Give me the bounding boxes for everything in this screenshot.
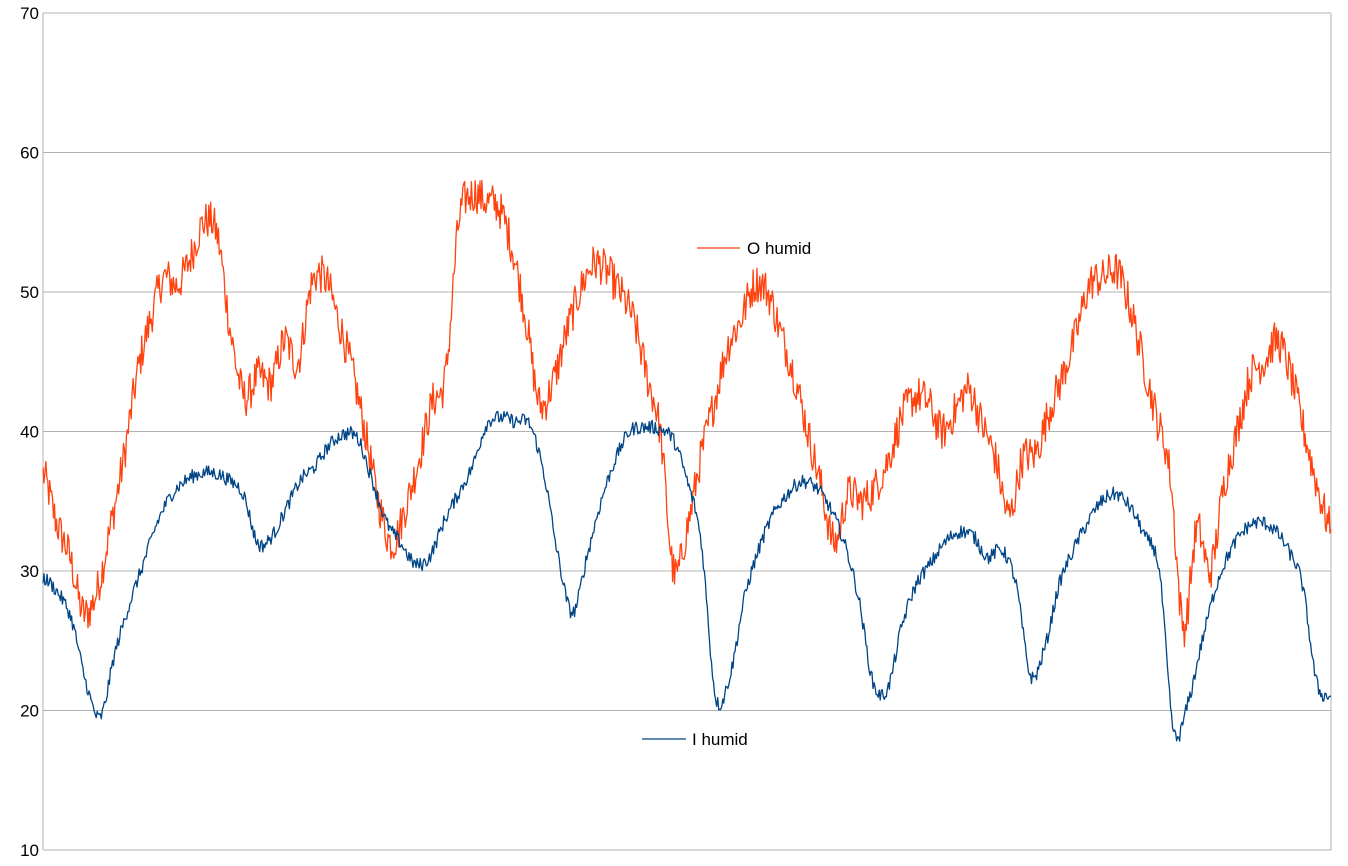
y-tick-label: 30 [20,562,39,581]
legend-label-i-humid: I humid [692,730,748,749]
y-tick-label: 50 [20,283,39,302]
y-tick-label: 10 [20,841,39,860]
series-lines [42,179,1332,742]
grid-lines [42,12,1332,851]
legend-label-o-humid: O humid [747,239,811,258]
series-line-o-humid [42,179,1332,648]
legend: O humid I humid [642,239,811,749]
y-tick-label: 20 [20,702,39,721]
series-line-i-humid [42,410,1332,742]
y-axis-tick-labels: 10 20 30 40 50 60 70 [20,4,39,860]
y-tick-label: 70 [20,4,39,23]
y-tick-label: 60 [20,144,39,163]
y-tick-label: 40 [20,423,39,442]
